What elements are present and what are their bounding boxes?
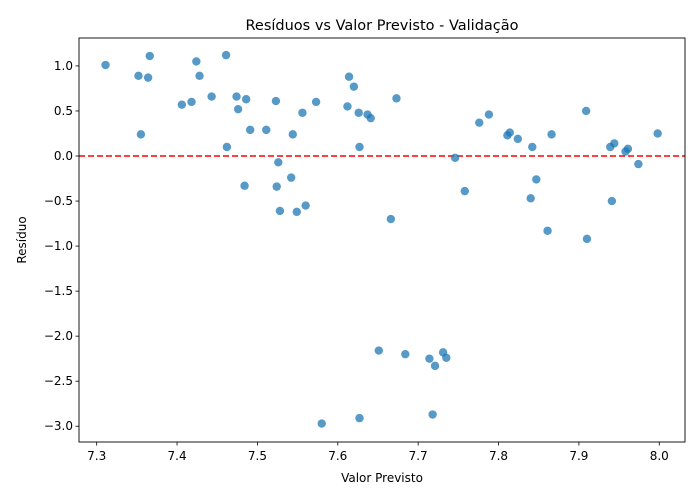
data-point [460,186,469,196]
data-points [101,50,662,428]
data-point [526,194,535,203]
data-point [428,410,437,419]
data-point [355,413,364,423]
data-point [221,50,231,60]
data-point [354,108,363,117]
data-point [355,142,364,152]
data-point [582,234,592,244]
data-point [532,175,541,184]
data-point [233,104,243,114]
x-tick-label: 7.8 [489,449,508,463]
data-point [241,95,251,104]
data-point [547,130,556,139]
data-point [207,92,216,101]
data-point [177,100,187,109]
plot-area [79,38,685,442]
data-point [442,353,451,362]
y-axis-label: Resíduo [15,216,29,263]
y-tick-label: 0.5 [54,104,73,118]
data-point [450,153,460,163]
data-point [484,110,494,119]
data-point [374,346,383,355]
data-point [392,94,401,103]
y-tick-label: 0.0 [54,149,73,163]
y-tick-label: −1.5 [44,284,73,298]
x-tick-label: 8.0 [650,449,669,463]
data-point [222,142,232,152]
data-point [275,206,285,216]
data-point [344,72,354,81]
data-point [136,130,146,139]
data-point [349,82,359,91]
data-point [343,102,352,111]
data-point [145,51,154,61]
data-point [581,106,591,116]
x-axis-label: Valor Previsto [341,471,423,485]
x-tick-label: 7.7 [409,449,428,463]
data-point [292,207,302,217]
data-point [134,71,143,81]
data-point [505,128,514,137]
data-point [430,361,440,371]
y-tick-label: −2.0 [44,329,73,343]
data-point [513,134,523,144]
data-point [272,182,281,191]
y-tick-label: −2.5 [44,374,73,388]
x-tick-label: 7.5 [248,449,267,463]
data-point [232,92,241,101]
data-point [240,181,249,190]
x-tick-label: 7.4 [168,449,187,463]
data-point [425,354,434,363]
data-point [271,96,281,106]
data-point [286,173,296,182]
data-point [101,60,110,70]
y-axis-ticks: 1.0 0.5 0.0 −0.5 −1.0 −1.5 −2.0 −2.5 −3.0 [44,59,79,433]
data-point [607,196,617,206]
x-tick-label: 7.6 [328,449,347,463]
data-point [401,349,410,359]
x-axis-ticks: 7.3 7.4 7.5 7.6 7.7 7.8 7.9 8.0 [87,442,669,463]
y-tick-label: 1.0 [54,59,73,73]
data-point [187,97,196,107]
data-point [653,129,662,138]
data-point [274,158,283,167]
data-point [298,108,307,117]
data-point [288,130,297,139]
data-point [301,201,310,210]
x-tick-label: 7.3 [87,449,106,463]
data-point [143,73,153,82]
chart-title: Resíduos vs Valor Previsto - Validação [245,18,518,34]
data-point [528,142,537,152]
x-tick-label: 7.9 [569,449,588,463]
data-point [634,159,643,169]
data-point [475,118,484,127]
data-point [623,144,633,153]
data-point [245,125,255,135]
data-point [610,139,619,148]
plot-frame [78,37,686,443]
data-point [317,419,326,428]
data-point [386,214,396,224]
data-point [262,125,271,135]
data-point [543,226,552,235]
y-tick-label: −1.0 [44,239,73,253]
data-point [192,57,201,66]
data-point [311,97,321,107]
data-point [195,71,204,81]
y-tick-label: −3.0 [44,419,73,433]
data-point [366,113,375,123]
y-tick-label: −0.5 [44,194,73,208]
